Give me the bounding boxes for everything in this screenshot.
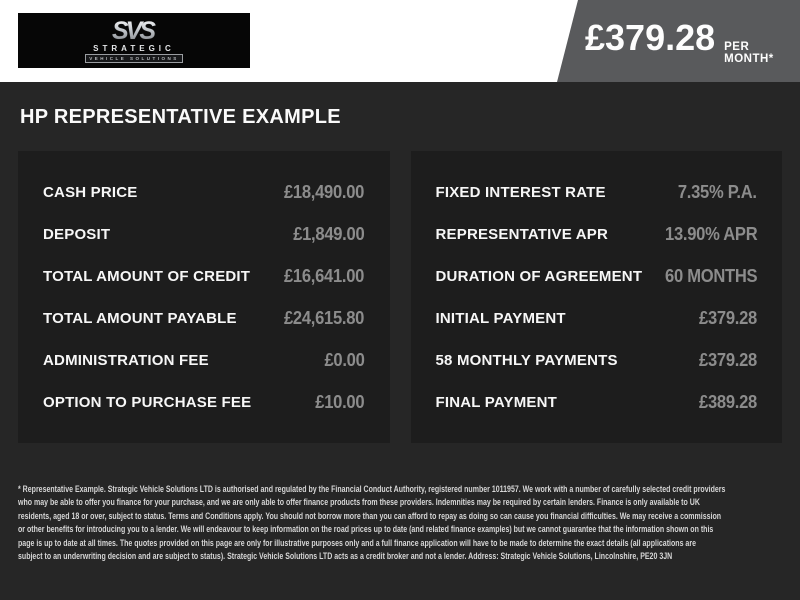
disclaimer-line: who may be able to offer you finance for… [18, 497, 700, 508]
finance-row-total-credit: TOTAL AMOUNT OF CREDIT £16,641.00 [43, 255, 365, 297]
row-label: OPTION TO PURCHASE FEE [43, 393, 252, 411]
disclaimer-line: * Representative Example. Strategic Vehi… [18, 484, 726, 494]
row-value: 60 MONTHS [664, 265, 758, 286]
finance-row-fixed-interest-rate: FIXED INTEREST RATE 7.35% P.A. [436, 171, 758, 213]
row-value: £24,615.80 [284, 307, 365, 328]
finance-row-total-payable: TOTAL AMOUNT PAYABLE £24,615.80 [43, 297, 365, 339]
row-label: REPRESENTATIVE APR [435, 225, 609, 243]
header: SVS STRATEGIC VEHICLE SOLUTIONS £379.28 … [0, 0, 800, 82]
disclaimer-line: or other benefits for introducing you to… [18, 524, 714, 535]
finance-row-admin-fee: ADMINISTRATION FEE £0.00 [43, 339, 365, 381]
finance-row-deposit: DEPOSIT £1,849.00 [43, 213, 365, 255]
logo-strategic-text: STRATEGIC [93, 43, 175, 53]
row-value: 13.90% APR [664, 223, 758, 244]
finance-row-option-to-purchase-fee: OPTION TO PURCHASE FEE £10.00 [43, 381, 365, 423]
finance-row-representative-apr: REPRESENTATIVE APR 13.90% APR [436, 213, 758, 255]
finance-panel-right: FIXED INTEREST RATE 7.35% P.A. REPRESENT… [410, 151, 782, 443]
price-amount: £379.28 [585, 17, 716, 58]
row-label: CASH PRICE [43, 183, 138, 201]
row-value: 7.35% P.A. [678, 181, 757, 202]
page-title: HP REPRESENTATIVE EXAMPLE [20, 106, 341, 128]
disclaimer-line: subject to an underwriting decision and … [18, 551, 673, 562]
finance-panel-left: CASH PRICE £18,490.00 DEPOSIT £1,849.00 … [18, 151, 390, 443]
row-label: 58 MONTHLY PAYMENTS [435, 351, 618, 369]
row-label: FIXED INTEREST RATE [435, 183, 606, 201]
row-label: TOTAL AMOUNT PAYABLE [43, 309, 237, 327]
row-label: TOTAL AMOUNT OF CREDIT [43, 267, 251, 285]
monthly-price: £379.28 PER MONTH* [585, 17, 800, 65]
row-value: £1,849.00 [293, 223, 365, 244]
row-label: FINAL PAYMENT [435, 393, 558, 411]
legal-disclaimer: * Representative Example. Strategic Vehi… [18, 483, 782, 563]
row-label: DEPOSIT [43, 225, 111, 243]
row-value: £0.00 [324, 349, 365, 370]
row-label: DURATION OF AGREEMENT [435, 267, 643, 285]
dealer-logo: SVS STRATEGIC VEHICLE SOLUTIONS [18, 13, 250, 68]
row-value: £379.28 [699, 349, 757, 370]
finance-row-final-payment: FINAL PAYMENT £389.28 [436, 381, 758, 423]
monthly-price-banner: £379.28 PER MONTH* [557, 0, 800, 82]
row-value: £16,641.00 [284, 265, 365, 286]
disclaimer-line: page is up to date at all times. The quo… [18, 537, 696, 548]
row-value: £389.28 [699, 391, 757, 412]
logo-vehicle-solutions-text: VEHICLE SOLUTIONS [85, 53, 183, 63]
row-label: INITIAL PAYMENT [435, 309, 566, 327]
logo-svs-monogram: SVS [112, 18, 156, 43]
finance-row-cash-price: CASH PRICE £18,490.00 [43, 171, 365, 213]
row-value: £379.28 [699, 307, 757, 328]
disclaimer-line: residents, aged 18 or over, subject to s… [18, 510, 722, 521]
finance-row-duration: DURATION OF AGREEMENT 60 MONTHS [436, 255, 758, 297]
row-value: £10.00 [315, 391, 365, 412]
finance-tables: CASH PRICE £18,490.00 DEPOSIT £1,849.00 … [18, 151, 782, 443]
finance-row-initial-payment: INITIAL PAYMENT £379.28 [436, 297, 758, 339]
row-label: ADMINISTRATION FEE [43, 351, 209, 369]
finance-row-monthly-payments: 58 MONTHLY PAYMENTS £379.28 [436, 339, 758, 381]
price-period: PER MONTH* [724, 41, 774, 65]
row-value: £18,490.00 [284, 181, 365, 202]
